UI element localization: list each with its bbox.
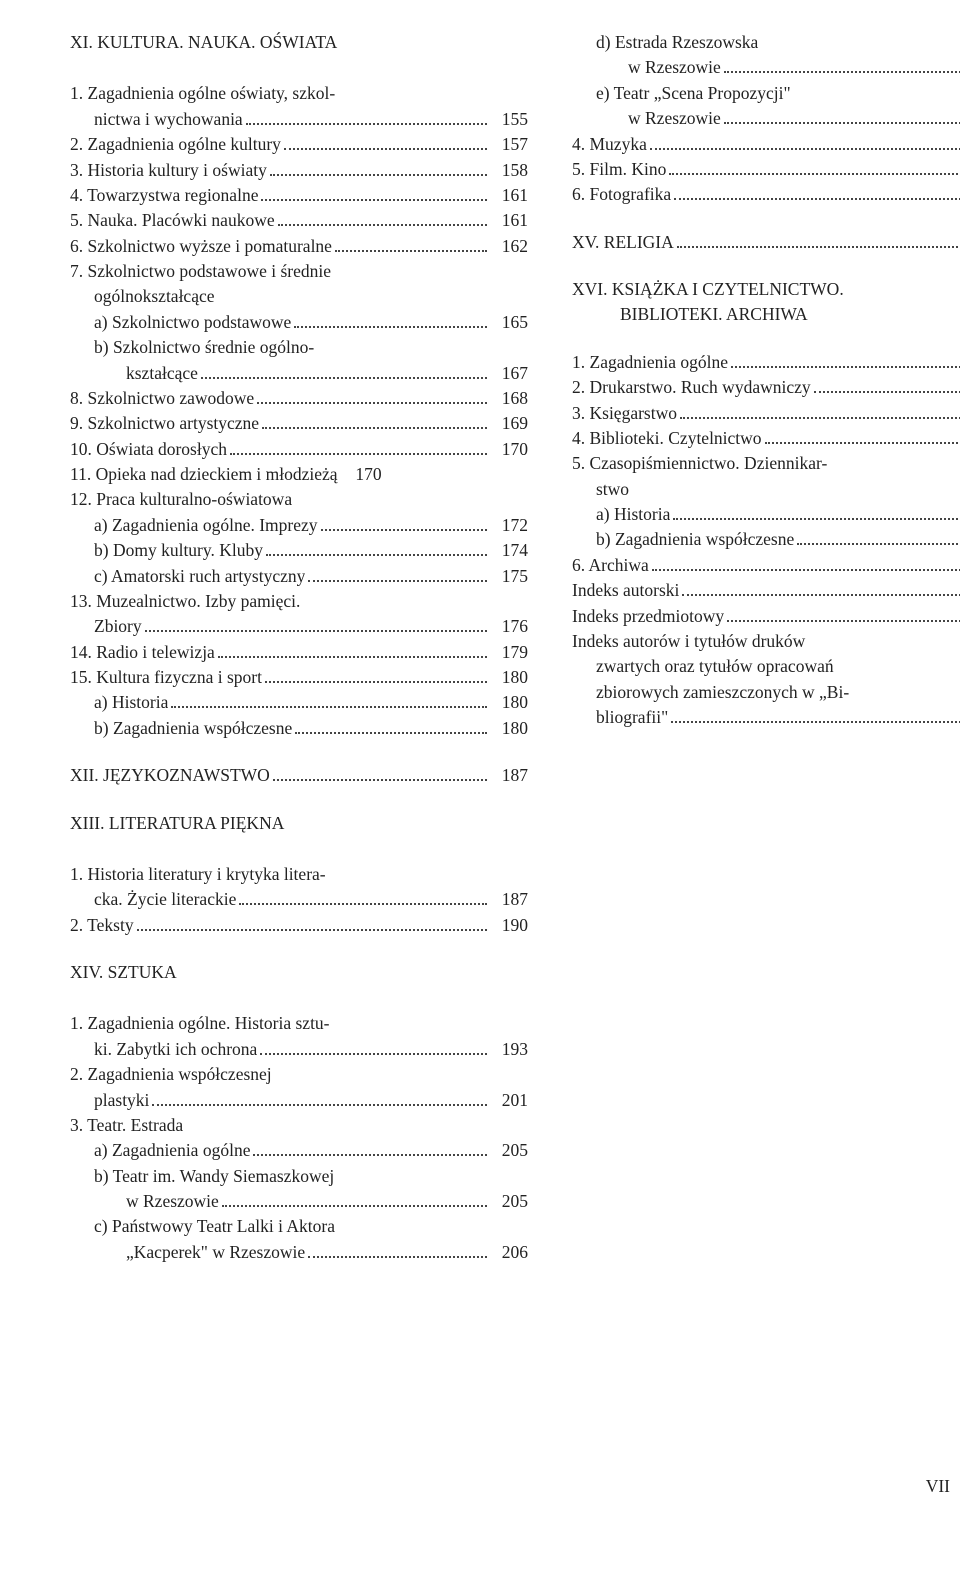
toc-entry: 5. Nauka. Placówki naukowe161 (70, 208, 528, 233)
toc-entry: 15. Kultura fizyczna i sport180 (70, 665, 528, 690)
toc-entry: 11. Opieka nad dzieckiem i młodzieżą170 (70, 462, 528, 487)
toc-entry: 1. Zagadnienia ogólne oświaty, szkol- (70, 81, 528, 106)
toc-entry: e) Teatr „Scena Propozycji" (572, 81, 960, 106)
toc-entry: 9. Szkolnictwo artystyczne169 (70, 411, 528, 436)
toc-entry: b) Teatr im. Wandy Siemaszkowej (70, 1164, 528, 1189)
toc-entry: 2. Zagadnienia ogólne kultury157 (70, 132, 528, 157)
section-heading: XI. KULTURA. NAUKA. OŚWIATA (70, 30, 528, 55)
toc-entry: „Kacperek" w Rzeszowie206 (70, 1240, 528, 1265)
section-heading: XIII. LITERATURA PIĘKNA (70, 811, 528, 836)
toc-entry: 3. Teatr. Estrada (70, 1113, 528, 1138)
toc-entry: 6. Fotografika210 (572, 182, 960, 207)
toc-entry: b) Zagadnienia współczesne219 (572, 527, 960, 552)
toc-entry: 6. Archiwa221 (572, 553, 960, 578)
toc-entry: ogólnokształcące (70, 284, 528, 309)
toc-entry: 1. Zagadnienia ogólne. Historia sztu- (70, 1011, 528, 1036)
toc-entry: Indeks autorski223 (572, 578, 960, 603)
toc-entry: cka. Życie literackie187 (70, 887, 528, 912)
toc-entry: w Rzeszowie207 (572, 106, 960, 131)
toc-entry: a) Historia180 (70, 690, 528, 715)
section-heading: BIBLIOTEKI. ARCHIWA (572, 302, 960, 327)
toc-entry: 1. Zagadnienia ogólne217 (572, 350, 960, 375)
toc-entry: 6. Szkolnictwo wyższe i pomaturalne162 (70, 234, 528, 259)
toc-entry: 2. Drukarstwo. Ruch wydawniczy217 (572, 375, 960, 400)
section-heading: XVI. KSIĄŻKA I CZYTELNICTWO. (572, 277, 960, 302)
toc-entry: d) Estrada Rzeszowska (572, 30, 960, 55)
toc-entry: 1. Historia literatury i krytyka litera- (70, 862, 528, 887)
toc-entry: b) Zagadnienia współczesne180 (70, 716, 528, 741)
toc-entry: c) Państwowy Teatr Lalki i Aktora (70, 1214, 528, 1239)
section-heading: XIV. SZTUKA (70, 960, 528, 985)
toc-entry: Zbiory176 (70, 614, 528, 639)
toc-entry: 12. Praca kulturalno-oświatowa (70, 487, 528, 512)
toc-entry: 4. Towarzystwa regionalne161 (70, 183, 528, 208)
toc-entry: Indeks przedmiotowy247 (572, 604, 960, 629)
toc-entry: kształcące167 (70, 361, 528, 386)
section-heading: XII. JĘZYKOZNAWSTWO187 (70, 763, 528, 788)
toc-entry: 2. Teksty190 (70, 913, 528, 938)
toc-entry: c) Amatorski ruch artystyczny175 (70, 564, 528, 589)
toc-entry: plastyki201 (70, 1088, 528, 1113)
toc-entry: 7. Szkolnictwo podstawowe i średnie (70, 259, 528, 284)
right-column: d) Estrada Rzeszowska w Rzeszowie207 e) … (572, 30, 960, 1265)
toc-entry: 3. Księgarstwo217 (572, 401, 960, 426)
toc-entry: 4. Muzyka207 (572, 132, 960, 157)
toc-entry: 4. Biblioteki. Czytelnictwo218 (572, 426, 960, 451)
toc-entry: 5. Film. Kino210 (572, 157, 960, 182)
toc-entry: a) Historia219 (572, 502, 960, 527)
toc-entry: a) Zagadnienia ogólne. Imprezy172 (70, 513, 528, 538)
left-column: XI. KULTURA. NAUKA. OŚWIATA 1. Zagadnien… (70, 30, 528, 1265)
toc-entry: b) Szkolnictwo średnie ogólno- (70, 335, 528, 360)
toc-entry: zbiorowych zamieszczonych w „Bi- (572, 680, 960, 705)
toc-entry: nictwa i wychowania155 (70, 107, 528, 132)
page-number: VII (926, 1474, 950, 1499)
toc-entry: 13. Muzealnictwo. Izby pamięci. (70, 589, 528, 614)
toc-entry: stwo (572, 477, 960, 502)
toc-entry: a) Zagadnienia ogólne205 (70, 1138, 528, 1163)
toc-entry: 5. Czasopiśmiennictwo. Dziennikar- (572, 451, 960, 476)
toc-entry: a) Szkolnictwo podstawowe165 (70, 310, 528, 335)
toc-entry: 10. Oświata dorosłych170 (70, 437, 528, 462)
toc-entry: w Rzeszowie205 (70, 1189, 528, 1214)
toc-entry: b) Domy kultury. Kluby174 (70, 538, 528, 563)
toc-entry: w Rzeszowie207 (572, 55, 960, 80)
toc-entry: ki. Zabytki ich ochrona193 (70, 1037, 528, 1062)
toc-entry: 2. Zagadnienia współczesnej (70, 1062, 528, 1087)
toc-entry: 3. Historia kultury i oświaty158 (70, 158, 528, 183)
toc-entry: zwartych oraz tytułów opracowań (572, 654, 960, 679)
section-heading: XV. RELIGIA211 (572, 230, 960, 255)
toc-entry: bliografii"275 (572, 705, 960, 730)
toc-entry: Indeks autorów i tytułów druków (572, 629, 960, 654)
toc-entry: 8. Szkolnictwo zawodowe168 (70, 386, 528, 411)
toc-entry: 14. Radio i telewizja179 (70, 640, 528, 665)
